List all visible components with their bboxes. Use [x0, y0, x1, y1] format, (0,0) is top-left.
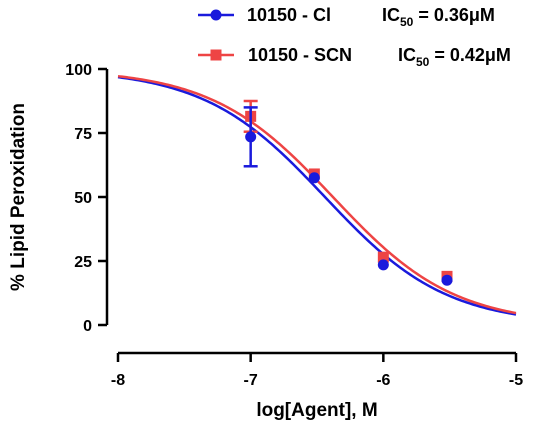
y-axis-label: % Lipid Peroxidation	[8, 103, 29, 291]
data-points	[243, 99, 453, 286]
ic50-subscript: 50	[416, 55, 430, 69]
legend-ic50: IC50 = 0.42μM	[398, 45, 511, 69]
y-tick-label: 50	[74, 190, 92, 207]
x-tick-label: -6	[376, 372, 390, 389]
legend-ic50: IC50 = 0.36μM	[382, 5, 495, 29]
data-point	[441, 274, 453, 286]
data-point	[308, 172, 320, 184]
fit-curves	[117, 74, 517, 316]
legend-marker	[210, 49, 222, 61]
ic50-subscript: 50	[400, 15, 414, 29]
ic50-label: IC	[382, 5, 400, 25]
axes	[105, 69, 516, 355]
y-tick-label: 25	[74, 254, 92, 271]
y-tick-label: 100	[65, 62, 92, 79]
legend-series-name: 10150 - SCN	[248, 45, 352, 65]
data-point	[377, 259, 389, 271]
data-point	[245, 131, 257, 143]
x-axis-label: log[Agent], M	[256, 400, 377, 421]
x-tick-label: -7	[244, 372, 258, 389]
ic50-value: = 0.42μM	[429, 45, 511, 65]
x-ticks: -8 -7 -6 -5	[111, 353, 523, 389]
data-point	[377, 251, 389, 263]
x-tick-label: -8	[111, 372, 125, 389]
ic50-value: = 0.36μM	[413, 5, 495, 25]
x-tick-label: -5	[509, 372, 523, 389]
legend-series-name: 10150 - Cl	[247, 5, 331, 25]
legend-marker	[210, 9, 222, 21]
fit-curve	[117, 75, 517, 316]
y-tick-label: 0	[83, 318, 92, 335]
ic50-label: IC	[398, 45, 416, 65]
fit-curve	[117, 74, 517, 315]
y-tick-label: 75	[74, 126, 92, 143]
y-ticks: 0 25 50 75 100	[65, 62, 107, 335]
